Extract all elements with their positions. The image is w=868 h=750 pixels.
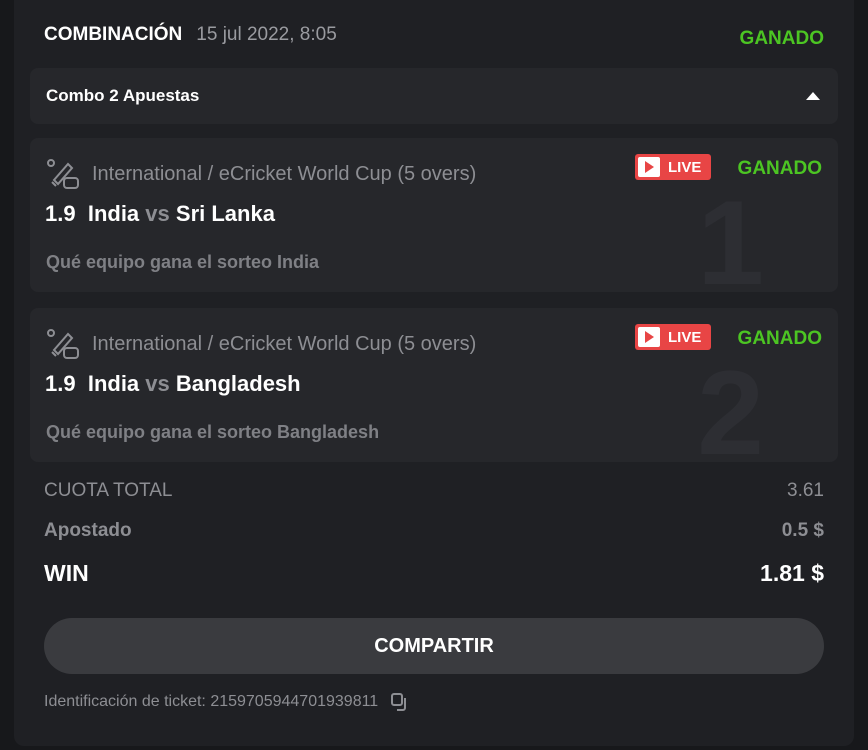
status-badge: GANADO xyxy=(739,28,824,49)
selection-number: 2 xyxy=(697,368,764,458)
selection-status: GANADO xyxy=(737,158,822,179)
ecricket-icon xyxy=(47,329,79,359)
combo-label: Combo 2 Apuestas xyxy=(46,86,200,105)
bet-header: COMBINACIÓN 15 jul 2022, 8:05 xyxy=(44,24,337,46)
league: International / eCricket World Cup (5 ov… xyxy=(46,328,476,360)
share-button[interactable]: COMPARTIR xyxy=(44,618,824,674)
play-icon xyxy=(638,327,660,347)
selection-number: 1 xyxy=(697,198,764,288)
match: 1.9 India vs Sri Lanka xyxy=(45,201,275,226)
market: Qué equipo gana el sorteo India xyxy=(46,252,320,272)
copy-icon[interactable] xyxy=(390,692,410,712)
stake-row: Apostado 0.5 $ xyxy=(44,520,824,541)
league: International / eCricket World Cup (5 ov… xyxy=(46,158,476,190)
bet-selection: 1 International / eCricket World Cup (5 … xyxy=(30,138,838,292)
combo-toggle[interactable]: Combo 2 Apuestas xyxy=(30,68,838,124)
total-odds-row: CUOTA TOTAL 3.61 xyxy=(44,480,824,501)
bet-type: COMBINACIÓN xyxy=(44,24,183,45)
selection-status: GANADO xyxy=(737,328,822,349)
match: 1.9 India vs Bangladesh xyxy=(45,371,301,396)
win-row: WIN 1.81 $ xyxy=(44,560,824,586)
bet-selection: 2 International / eCricket World Cup (5 … xyxy=(30,308,838,462)
ecricket-icon xyxy=(47,159,79,189)
chevron-up-icon xyxy=(806,92,820,100)
live-badge[interactable]: LIVE xyxy=(635,324,711,350)
play-icon xyxy=(638,157,660,177)
live-badge[interactable]: LIVE xyxy=(635,154,711,180)
market: Qué equipo gana el sorteo Bangladesh xyxy=(46,422,380,442)
bet-date: 15 jul 2022, 8:05 xyxy=(196,24,337,45)
ticket-id: Identificación de ticket: 21597059447019… xyxy=(44,692,410,712)
